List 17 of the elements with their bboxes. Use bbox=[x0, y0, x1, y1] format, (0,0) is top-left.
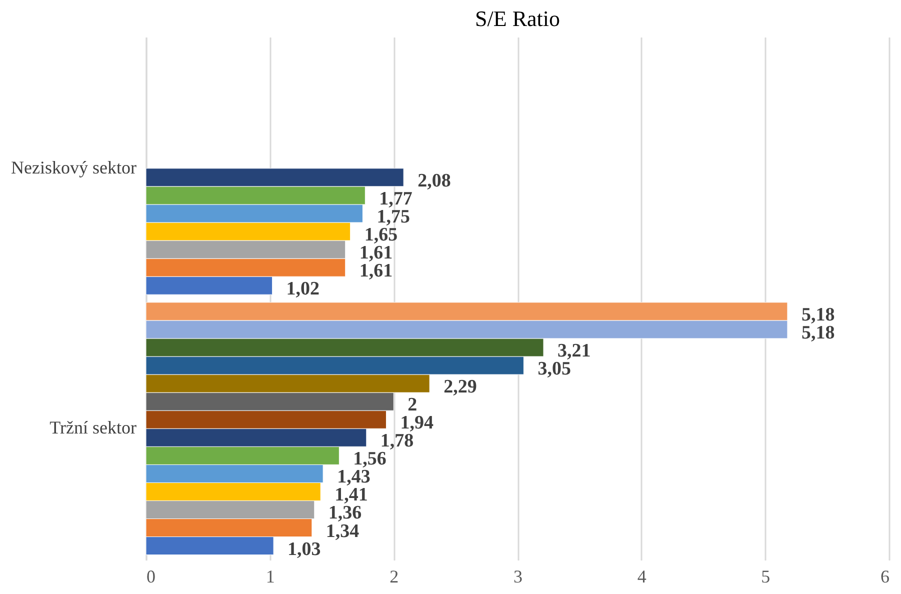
chart-title: S/E Ratio bbox=[475, 6, 560, 31]
x-tick-label: 1 bbox=[266, 566, 275, 586]
x-tick-label: 0 bbox=[146, 566, 156, 586]
x-tick-label: 4 bbox=[637, 566, 646, 586]
x-tick-label: 5 bbox=[761, 566, 770, 586]
data-label: 2,29 bbox=[444, 376, 477, 398]
data-label: 1,02 bbox=[286, 278, 320, 300]
x-tick-label: 6 bbox=[880, 566, 890, 586]
y-tick-label: Neziskový sektor bbox=[11, 157, 136, 178]
data-label: 1,65 bbox=[364, 224, 398, 246]
data-label: 3,05 bbox=[538, 358, 571, 380]
x-tick-label: 3 bbox=[514, 566, 522, 586]
data-label: 1,03 bbox=[288, 538, 321, 560]
data-label: 2,08 bbox=[418, 170, 451, 192]
x-tick-label: 2 bbox=[390, 566, 399, 586]
y-tick-label: Tržní sektor bbox=[50, 418, 136, 438]
data-label: 3,21 bbox=[558, 340, 591, 362]
